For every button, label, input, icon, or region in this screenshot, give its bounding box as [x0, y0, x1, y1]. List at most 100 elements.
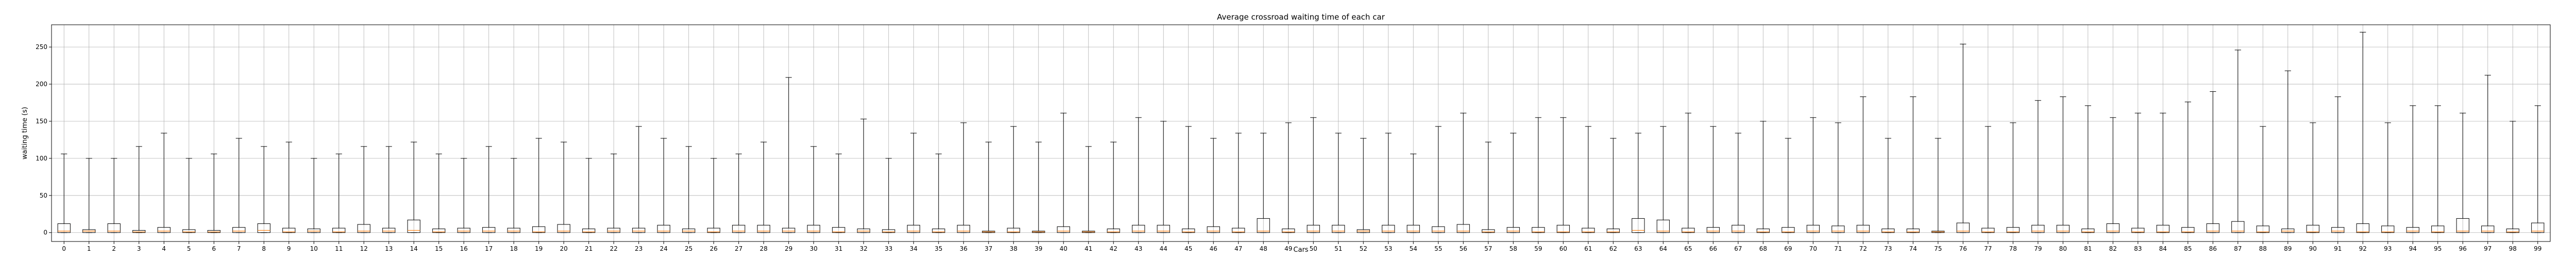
x-tick-label: 19 [535, 245, 543, 252]
box-car-54 [1406, 153, 1420, 233]
box-car-21 [582, 158, 596, 233]
box-car-62 [1606, 138, 1620, 233]
x-tick-label: 7 [237, 245, 241, 252]
x-tick-label: 61 [1584, 245, 1592, 252]
box-car-10 [307, 158, 320, 233]
box-iqr [2456, 218, 2469, 233]
box-iqr [1806, 224, 1820, 233]
x-tick-label: 58 [1510, 245, 1517, 252]
x-tick-label: 48 [1260, 245, 1267, 252]
x-tick-label: 53 [1384, 245, 1392, 252]
box-iqr [1632, 218, 1645, 233]
box-car-63 [1632, 133, 1645, 233]
x-tick-label: 23 [635, 245, 642, 252]
x-tick-label: 51 [1334, 245, 1342, 252]
x-tick-label: 50 [1310, 245, 1317, 252]
box-iqr [2481, 225, 2495, 233]
box-iqr [857, 229, 870, 233]
x-tick-label: 92 [2359, 245, 2367, 252]
x-tick-label: 4 [162, 245, 166, 252]
box-car-18 [507, 158, 520, 233]
box-car-25 [682, 146, 696, 233]
x-tick-label: 67 [1734, 245, 1742, 252]
box-car-61 [1582, 126, 1595, 233]
x-tick-label: 14 [410, 245, 418, 252]
box-iqr [1956, 222, 1970, 233]
box-iqr [2431, 225, 2445, 233]
box-car-4 [157, 133, 171, 233]
box-iqr [1456, 224, 1470, 233]
box-car-38 [1007, 126, 1020, 233]
box-car-76 [1956, 43, 1970, 233]
box-car-49 [1282, 122, 1295, 233]
box-car-84 [2156, 112, 2170, 233]
box-iqr [532, 226, 546, 233]
box-iqr [2156, 224, 2170, 233]
box-car-16 [457, 158, 470, 233]
x-tick-label: 18 [510, 245, 518, 252]
x-tick-label: 70 [1809, 245, 1817, 252]
x-tick-label: 97 [2484, 245, 2492, 252]
box-iqr [1906, 229, 1920, 233]
box-car-5 [182, 158, 196, 233]
box-iqr [182, 229, 196, 233]
box-iqr [1007, 228, 1020, 233]
y-tick-label: 250 [36, 43, 47, 51]
x-tick-label: 66 [1709, 245, 1717, 252]
x-tick-label: 93 [2384, 245, 2392, 252]
box-iqr [2131, 228, 2145, 233]
box-car-32 [857, 119, 870, 233]
x-tick-label: 84 [2159, 245, 2167, 252]
box-iqr [1282, 229, 1295, 233]
box-iqr [932, 229, 945, 233]
x-tick-label: 38 [1010, 245, 1018, 252]
box-car-11 [332, 153, 346, 233]
x-tick-label: 75 [1934, 245, 1942, 252]
x-tick-label: 88 [2259, 245, 2267, 252]
box-car-83 [2131, 112, 2145, 233]
box-car-36 [957, 122, 970, 233]
box-iqr [2031, 224, 2045, 233]
box-car-65 [1682, 112, 1695, 233]
x-tick-label: 76 [1959, 245, 1967, 252]
box-iqr [757, 224, 770, 233]
x-tick-label: 71 [1834, 245, 1842, 252]
x-tick-label: 13 [385, 245, 393, 252]
box-iqr [357, 224, 370, 233]
x-tick-label: 39 [1035, 245, 1042, 252]
box-iqr [1232, 228, 1245, 233]
box-car-93 [2381, 122, 2395, 233]
box-iqr [1532, 227, 1545, 233]
x-tick-label: 43 [1134, 245, 1142, 252]
box-iqr [2181, 227, 2195, 233]
box-car-19 [532, 138, 546, 233]
box-car-58 [1506, 133, 1520, 233]
x-tick-label: 22 [610, 245, 618, 252]
box-car-31 [832, 153, 845, 233]
box-car-64 [1656, 126, 1670, 233]
y-tick-label: 150 [36, 118, 47, 125]
box-car-70 [1806, 117, 1820, 233]
x-tick-label: 20 [560, 245, 568, 252]
box-iqr [1656, 219, 1670, 233]
box-car-45 [1182, 126, 1195, 233]
x-tick-label: 33 [885, 245, 892, 252]
x-tick-label: 90 [2309, 245, 2317, 252]
box-car-43 [1132, 117, 1145, 233]
x-tick-label: 40 [1060, 245, 1067, 252]
box-iqr [2331, 227, 2345, 233]
x-tick-label: 37 [985, 245, 992, 252]
box-car-22 [607, 153, 620, 233]
box-car-37 [982, 141, 995, 233]
box-car-95 [2431, 105, 2445, 233]
box-iqr [2281, 229, 2295, 233]
x-tick-label: 62 [1609, 245, 1617, 252]
box-iqr [2306, 224, 2319, 233]
box-iqr [1432, 226, 1445, 233]
box-car-47 [1232, 133, 1245, 233]
chart-title: Average crossroad waiting time of each c… [1217, 12, 1385, 22]
box-car-92 [2356, 31, 2369, 233]
box-iqr [482, 227, 496, 233]
y-tick-label: 100 [36, 155, 47, 162]
